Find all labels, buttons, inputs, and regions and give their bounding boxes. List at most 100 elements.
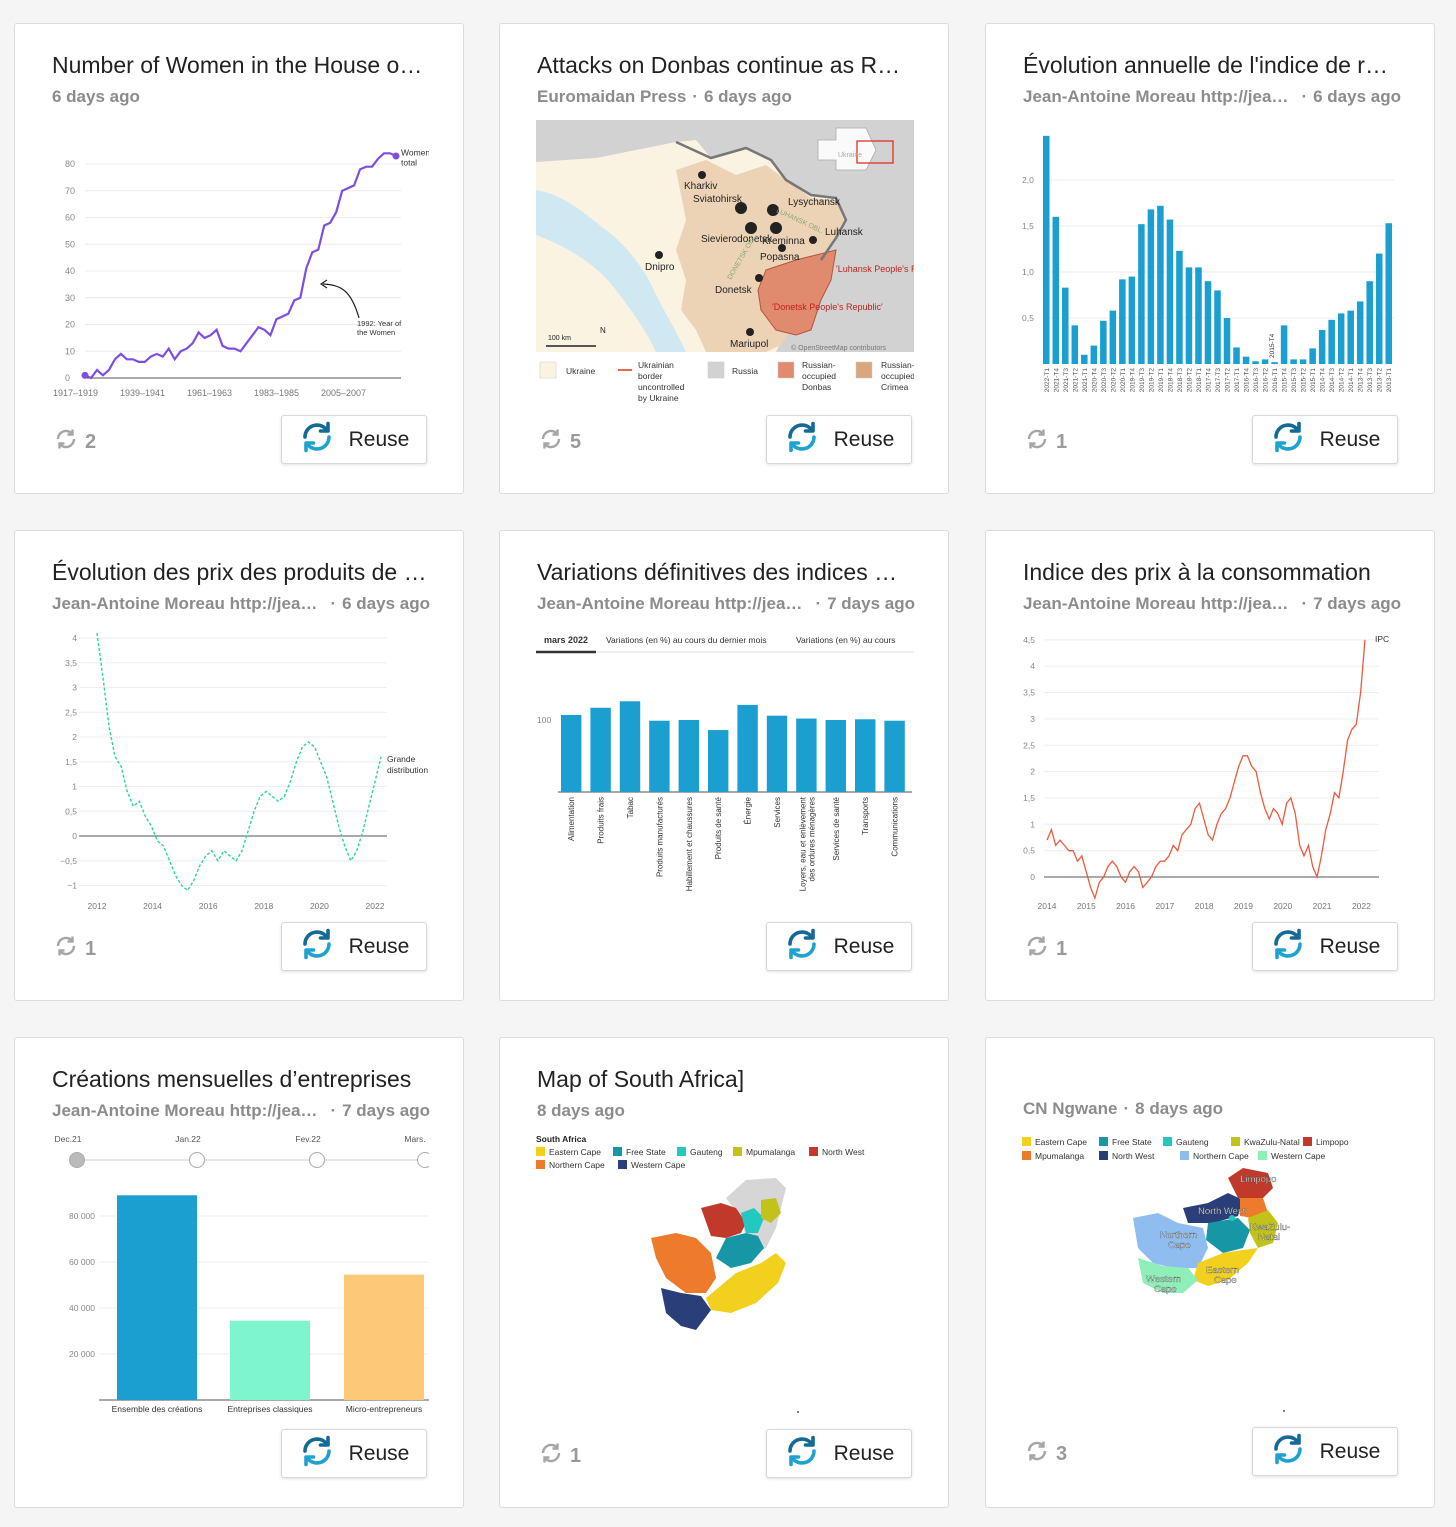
legend-label: Limpopo — [1316, 1137, 1349, 1147]
card-map-south-africa[interactable]: Map of South Africa] 8 days ago South Af… — [499, 1037, 949, 1508]
x-tick-label: 2020-T3 — [1101, 368, 1108, 393]
reuse-button[interactable]: Reuse — [1252, 415, 1398, 464]
bar — [825, 720, 846, 792]
reuse-button[interactable]: Reuse — [766, 415, 912, 464]
card-thumbnail[interactable]: Ukraine Kharkiv Sviatohirsk Lysychansk Sievi… — [536, 120, 914, 406]
card-cn-ngwane-map[interactable]: CN Ngwane · 8 days ago Eastern Cape Free St… — [985, 1037, 1435, 1508]
legend-swatch — [855, 361, 873, 379]
bar — [1185, 267, 1193, 364]
card-thumbnail[interactable]: Eastern Cape Free State Gauteng KwaZulu-Nat… — [1022, 1130, 1400, 1416]
x-tick-label: Communications — [891, 797, 900, 857]
reuse-button[interactable]: Reuse — [1252, 1427, 1398, 1476]
card-time: 7 days ago — [1313, 594, 1401, 613]
chart-tab: Variations (en %) au cours du dernier mo… — [606, 635, 766, 645]
legend-label: Mpumalanga — [1035, 1151, 1084, 1161]
y-tick-label: 3 — [72, 683, 77, 693]
card-author[interactable]: Euromaidan Press — [537, 87, 687, 106]
reuse-button[interactable]: Reuse — [766, 1429, 912, 1478]
reuse-button[interactable]: Reuse — [281, 1429, 427, 1478]
reuse-button[interactable]: Reuse — [281, 415, 427, 464]
sa-map-group — [651, 1178, 786, 1330]
card-evolution-annuelle[interactable]: Évolution annuelle de l'indice de ré… Je… — [985, 23, 1435, 494]
reuse-count-icon — [538, 426, 570, 458]
chart-tab: Variations (en %) au cours — [796, 635, 896, 645]
northern-cape-region — [651, 1233, 716, 1293]
series-label: distribution — [387, 765, 428, 775]
card-author[interactable]: CN Ngwane — [1023, 1099, 1118, 1118]
bar — [649, 720, 670, 792]
card-author[interactable]: Jean-Antoine Moreau http://jeanantoinemo… — [537, 594, 809, 613]
card-thumbnail[interactable]: Dec.21 Jan.22 Fev.22 Mars. 20 000 40 000 60 00… — [51, 1134, 429, 1420]
card-time: 7 days ago — [827, 594, 915, 613]
card-thumbnail[interactable]: 4,5 4 3,5 3 2,5 2 1,5 1 0,5 0 2014 2015 2016 2017 2018… — [1022, 627, 1400, 913]
legend-label: Gauteng — [690, 1147, 723, 1157]
slider-stop — [189, 1152, 205, 1168]
red-region-label: 'Donetsk People's Republic' — [772, 302, 883, 312]
mpumalanga-region — [761, 1198, 781, 1223]
card-donbas-map[interactable]: Attacks on Donbas continue as Ru… Euroma… — [499, 23, 949, 494]
card-title[interactable]: Évolution annuelle de l'indice de ré… — [1023, 52, 1398, 78]
y-tick-label: 3 — [1030, 714, 1035, 724]
reuse-count-icon — [53, 933, 85, 965]
reuse-count-value: 1 — [1056, 430, 1068, 453]
y-tick-label: 2,0 — [1022, 175, 1034, 185]
card-title[interactable]: Map of South Africa] — [537, 1066, 745, 1092]
card-title[interactable]: Indice des prix à la consommation — [1023, 559, 1371, 585]
y-tick-label: 3,5 — [1023, 688, 1035, 698]
bar — [1062, 287, 1069, 364]
x-tick-label: 2018 — [254, 901, 273, 911]
x-tick-label: 2015 — [1077, 901, 1096, 911]
card-indice-prix-conso[interactable]: Indice des prix à la consommation Jean-A… — [985, 530, 1435, 1001]
x-tick-label: 2017 — [1155, 901, 1174, 911]
legend-label: Russian- — [881, 360, 914, 370]
y-tick-label: 30 — [65, 293, 75, 303]
reuse-button[interactable]: Reuse — [766, 922, 912, 971]
y-tick-label: 1 — [72, 782, 77, 792]
city-label: Kreminna — [762, 236, 805, 247]
city-label: Lysychansk — [788, 197, 841, 208]
card-prix-produits[interactable]: Évolution des prix des produits de … Jea… — [14, 530, 464, 1001]
card-thumbnail[interactable]: 4 3,5 3 2,5 2 1,5 1 0,5 0 −0,5 −1 2012 2014 2016 2018 2… — [51, 627, 429, 913]
y-tick-label: 2,5 — [1023, 740, 1035, 750]
reuse-button[interactable]: Reuse — [281, 922, 427, 971]
bar — [1299, 359, 1307, 364]
card-title[interactable]: Créations mensuelles d’entreprises — [52, 1066, 412, 1092]
card-author[interactable]: Jean-Antoine Moreau http://jeanantoinemo… — [1023, 594, 1295, 613]
card-thumbnail[interactable]: 0,5 1,0 1,5 2,0 2022-T1 2021-T4 2021-T3 2021-T2… — [1022, 120, 1400, 406]
reuse-icon — [1270, 926, 1320, 968]
card-title[interactable]: Variations définitives des indices … — [537, 559, 898, 585]
reuse-button[interactable]: Reuse — [1252, 922, 1398, 971]
card-author[interactable]: Jean-Antoine Moreau http://jeanantoinemo… — [52, 1101, 324, 1120]
card-creations-entreprises[interactable]: Créations mensuelles d’entreprises Jean-… — [14, 1037, 464, 1508]
legend-label: Free State — [626, 1147, 666, 1157]
kwazulu-natal-region — [1248, 1210, 1278, 1248]
card-author[interactable]: Jean-Antoine Moreau http://jeanantoinemo… — [1023, 87, 1295, 106]
x-tick-label: 2016-T2 — [1263, 368, 1270, 393]
card-women-house[interactable]: Number of Women in the House of… 6 days … — [14, 23, 464, 494]
reuse-icon — [1270, 419, 1320, 461]
bar — [1176, 250, 1183, 364]
card-thumbnail[interactable]: 0 10 20 30 40 50 60 70 80 1917–1919 1939–1941 1961–… — [51, 120, 429, 406]
reuse-count-icon — [1024, 1438, 1056, 1470]
legend-swatch — [809, 1147, 818, 1156]
western-cape-region — [661, 1288, 711, 1330]
legend-label: Northern Cape — [549, 1160, 605, 1170]
series-label: IPC — [1375, 634, 1389, 644]
card-title[interactable]: Évolution des prix des produits de … — [52, 559, 427, 585]
y-tick-label: 3,5 — [65, 658, 77, 668]
city-marker — [698, 171, 706, 179]
card-thumbnail[interactable]: South Africa Eastern Cape Free State Gauten… — [536, 1134, 914, 1420]
card-variations-indices[interactable]: Variations définitives des indices … Jea… — [499, 530, 949, 1001]
x-tick-label: 2015-T4 — [1282, 368, 1289, 393]
y-tick-label: −1 — [67, 881, 77, 891]
card-title[interactable]: Attacks on Donbas continue as Ru… — [537, 52, 912, 78]
legend-swatch — [536, 1160, 545, 1169]
card-title[interactable]: Number of Women in the House of… — [52, 52, 427, 78]
legend-label: Donbas — [802, 382, 831, 392]
bar — [1119, 279, 1126, 364]
card-thumbnail[interactable]: mars 2022 Variations (en %) au cours du d… — [536, 627, 914, 913]
bar — [708, 730, 729, 792]
region-label: Northern — [1160, 1230, 1197, 1241]
card-author[interactable]: Jean-Antoine Moreau http://jeanantoinemo… — [52, 594, 324, 613]
legend-label: Ukraine — [566, 366, 596, 376]
